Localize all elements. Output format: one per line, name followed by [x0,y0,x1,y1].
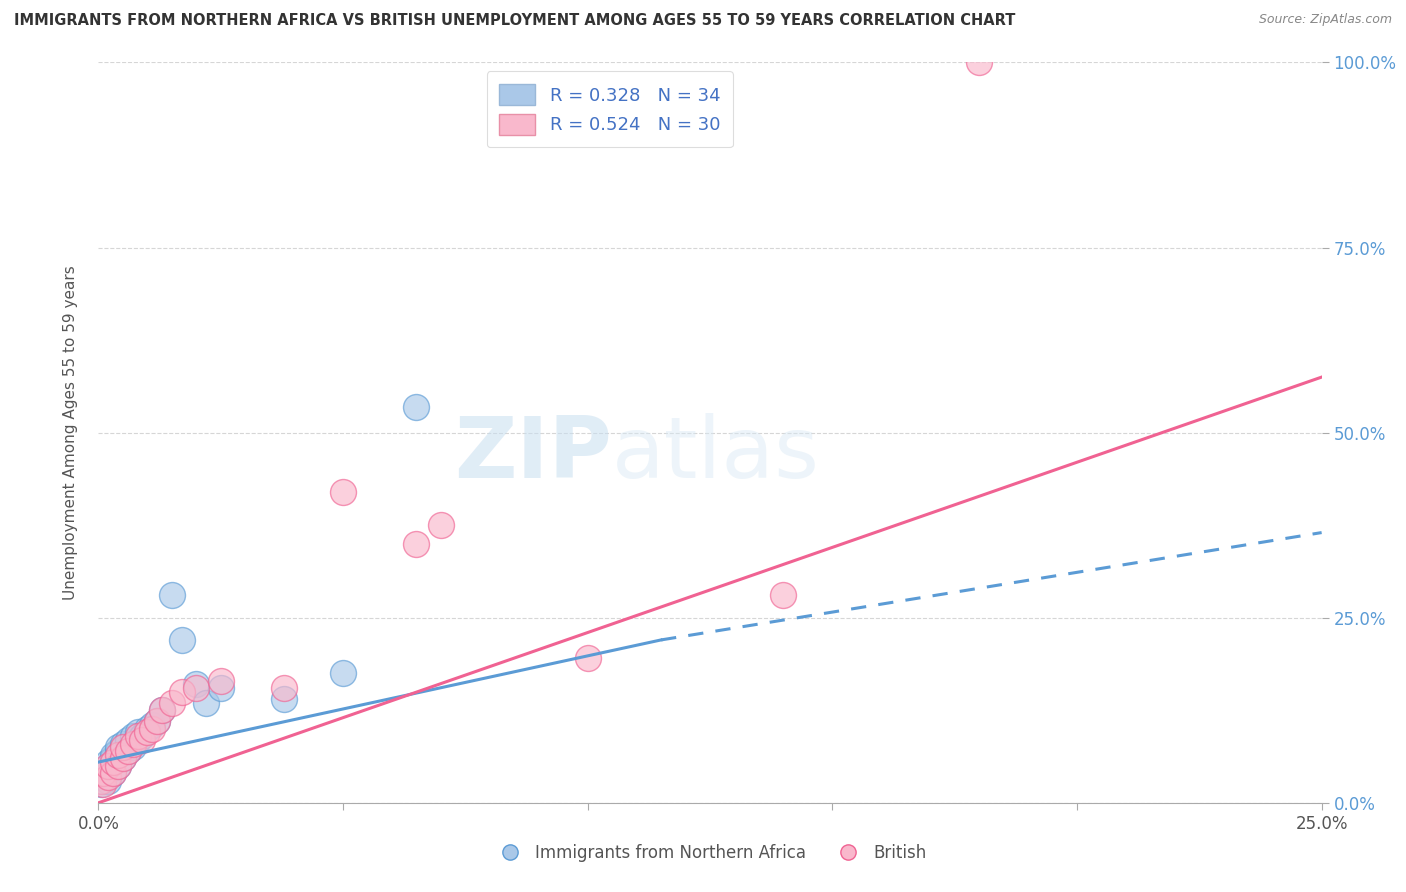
Point [131,732,153,747]
Point [405,400,427,414]
Point [117,732,139,747]
Point [121,737,143,751]
Point [101,747,124,762]
Point [209,681,232,695]
Point [160,589,183,603]
Point [111,751,134,765]
Point [107,758,129,772]
Point [772,589,794,603]
Point [97,755,120,769]
Point [576,651,599,665]
Point [111,737,134,751]
Point [160,696,183,710]
Point [170,632,193,647]
Point [273,692,295,706]
Legend: Immigrants from Northern Africa, British: Immigrants from Northern Africa, British [486,838,934,869]
Point [127,729,149,743]
Point [150,703,173,717]
Point [332,484,354,499]
Point [150,703,173,717]
Point [107,747,129,762]
Point [117,744,139,758]
Y-axis label: Unemployment Among Ages 55 to 59 years: Unemployment Among Ages 55 to 59 years [63,265,77,600]
Point [430,518,453,533]
Point [121,729,143,743]
Point [127,725,149,739]
Point [127,732,149,747]
Point [141,722,163,736]
Point [90,773,112,788]
Point [91,770,114,784]
Point [195,696,218,710]
Point [91,766,114,780]
Point [136,722,159,736]
Point [97,773,120,788]
Point [967,55,990,70]
Point [91,773,114,788]
Text: IMMIGRANTS FROM NORTHERN AFRICA VS BRITISH UNEMPLOYMENT AMONG AGES 55 TO 59 YEAR: IMMIGRANTS FROM NORTHERN AFRICA VS BRITI… [14,13,1015,29]
Point [332,666,354,681]
Point [146,714,169,729]
Point [111,740,134,755]
Point [405,537,427,551]
Point [170,685,193,699]
Point [186,681,208,695]
Point [97,770,120,784]
Point [97,758,120,772]
Point [117,744,139,758]
Point [131,729,153,743]
Point [97,758,120,772]
Point [107,740,129,755]
Point [146,714,169,729]
Point [136,725,159,739]
Point [90,777,112,791]
Point [101,766,124,780]
Point [141,718,163,732]
Point [101,766,124,780]
Point [209,673,232,688]
Text: atlas: atlas [612,413,820,496]
Point [91,777,114,791]
Text: ZIP: ZIP [454,413,612,496]
Point [107,744,129,758]
Point [94,766,117,780]
Point [273,681,295,695]
Point [101,751,124,765]
Point [111,751,134,765]
Point [121,740,143,755]
Point [186,677,208,691]
Point [101,755,124,769]
Text: Source: ZipAtlas.com: Source: ZipAtlas.com [1258,13,1392,27]
Point [107,758,129,772]
